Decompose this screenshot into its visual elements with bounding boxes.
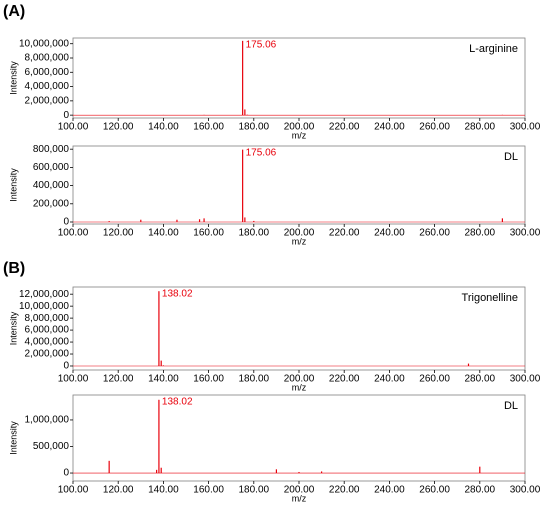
sample-name: L-arginine (469, 43, 518, 55)
y-tick-label: 0 (63, 217, 69, 228)
x-tick-label: 240.00 (374, 374, 405, 385)
peak-label: 138.02 (162, 289, 193, 300)
x-tick-label: 200.00 (284, 122, 315, 133)
y-tick-label: 400,000 (33, 180, 70, 191)
x-tick-label: 260.00 (419, 374, 450, 385)
x-tick-label: 120.00 (103, 122, 134, 133)
x-tick-label: 280.00 (465, 374, 496, 385)
x-tick-label: 200.00 (284, 374, 315, 385)
y-tick-label: 10,000,000 (19, 38, 69, 49)
x-tick-label: 160.00 (193, 122, 224, 133)
plot-frame (72, 286, 526, 371)
sample-name: DL (504, 151, 518, 163)
y-tick-label: 0 (63, 110, 69, 121)
x-tick-label: 260.00 (419, 485, 450, 496)
x-tick-label: 120.00 (103, 485, 134, 496)
y-tick-label: 8,000,000 (25, 313, 70, 324)
x-tick-label: 160.00 (193, 374, 224, 385)
x-tick-label: 280.00 (465, 485, 496, 496)
x-axis-label: m/z (292, 382, 307, 392)
y-axis-label: Intensity (8, 311, 18, 345)
y-tick-label: 1,000,000 (25, 415, 70, 426)
x-tick-label: 140.00 (148, 228, 179, 239)
x-tick-label: 260.00 (419, 122, 450, 133)
y-tick-label: 0 (63, 361, 69, 372)
x-tick-label: 300.00 (510, 228, 541, 239)
sample-name: DL (504, 400, 518, 412)
y-tick-label: 600,000 (33, 162, 70, 173)
y-tick-label: 12,000,000 (19, 289, 69, 300)
x-tick-label: 240.00 (374, 122, 405, 133)
x-tick-label: 240.00 (374, 485, 405, 496)
plot-frame (72, 37, 526, 119)
y-tick-label: 4,000,000 (25, 337, 70, 348)
panel-label: (A) (3, 3, 25, 20)
x-tick-label: 300.00 (510, 122, 541, 133)
peak-label: 175.06 (246, 40, 277, 51)
y-tick-label: 200,000 (33, 198, 70, 209)
y-tick-label: 6,000,000 (25, 67, 70, 78)
x-tick-label: 200.00 (284, 485, 315, 496)
peak-label: 175.06 (246, 148, 277, 159)
x-tick-label: 220.00 (329, 122, 360, 133)
y-axis-label: Intensity (8, 421, 18, 455)
x-axis-label: m/z (292, 236, 307, 246)
y-axis-label: Intensity (8, 168, 18, 202)
x-tick-label: 180.00 (239, 374, 270, 385)
panel-label: (B) (3, 260, 25, 277)
x-axis-label: m/z (292, 493, 307, 503)
x-tick-label: 140.00 (148, 122, 179, 133)
y-tick-label: 8,000,000 (25, 53, 70, 64)
x-tick-label: 160.00 (193, 228, 224, 239)
x-tick-label: 280.00 (465, 228, 496, 239)
plot-frame (72, 394, 526, 482)
y-tick-label: 4,000,000 (25, 81, 70, 92)
x-tick-label: 160.00 (193, 485, 224, 496)
x-tick-label: 100.00 (58, 374, 89, 385)
x-tick-label: 180.00 (239, 228, 270, 239)
x-tick-label: 220.00 (329, 485, 360, 496)
sample-name: Trigonelline (462, 292, 518, 304)
y-tick-label: 6,000,000 (25, 325, 70, 336)
y-tick-label: 800,000 (33, 144, 70, 155)
y-axis-label: Intensity (8, 61, 18, 95)
x-tick-label: 300.00 (510, 374, 541, 385)
x-tick-label: 280.00 (465, 122, 496, 133)
x-tick-label: 120.00 (103, 228, 134, 239)
y-tick-label: 0 (63, 468, 69, 479)
y-tick-label: 2,000,000 (25, 349, 70, 360)
y-tick-label: 10,000,000 (19, 301, 69, 312)
x-tick-label: 140.00 (148, 485, 179, 496)
x-tick-label: 120.00 (103, 374, 134, 385)
plot-frame (72, 145, 526, 225)
x-tick-label: 180.00 (239, 122, 270, 133)
x-tick-label: 100.00 (58, 228, 89, 239)
y-tick-label: 500,000 (33, 441, 70, 452)
x-tick-label: 180.00 (239, 485, 270, 496)
x-tick-label: 140.00 (148, 374, 179, 385)
x-tick-label: 240.00 (374, 228, 405, 239)
x-tick-label: 260.00 (419, 228, 450, 239)
x-tick-label: 100.00 (58, 485, 89, 496)
x-tick-label: 300.00 (510, 485, 541, 496)
peak-label: 138.02 (162, 397, 193, 408)
y-tick-label: 2,000,000 (25, 95, 70, 106)
x-axis-label: m/z (292, 130, 307, 140)
x-tick-label: 220.00 (329, 228, 360, 239)
x-tick-label: 220.00 (329, 374, 360, 385)
x-tick-label: 100.00 (58, 122, 89, 133)
x-tick-label: 200.00 (284, 228, 315, 239)
